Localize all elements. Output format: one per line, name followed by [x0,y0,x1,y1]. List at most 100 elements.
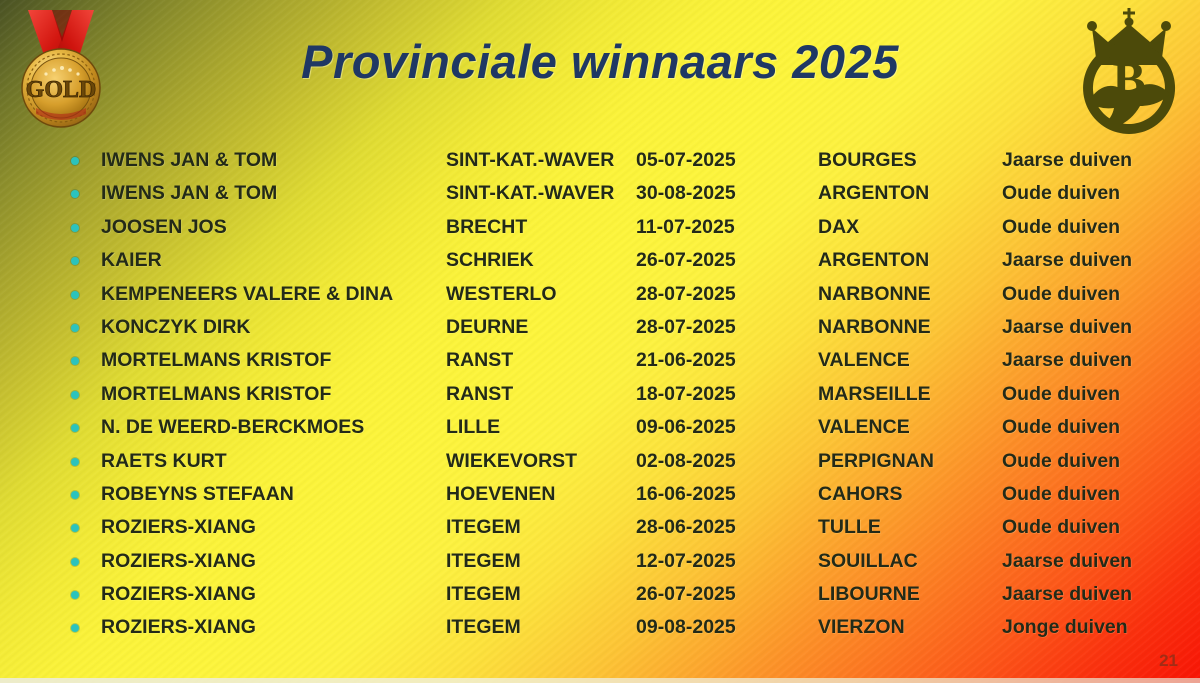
table-row: ROZIERS-XIANG ITEGEM 12-07-2025 SOUILLAC Jaa… [0,545,1200,578]
bullet-icon [71,624,79,633]
slide-bottom-edge [0,678,1200,683]
winner-name: IWENS JAN & TOM [101,182,278,205]
race-name: VIERZON [818,616,905,639]
winner-city: HOEVENEN [446,482,556,505]
bullet-icon [71,457,79,466]
race-name: ARGENTON [818,182,930,205]
winner-city: WIEKEVORST [446,449,578,472]
bullet-icon [71,190,79,199]
winner-city: SINT-KAT.-WAVER [446,149,615,171]
table-row: RAETS KURT WIEKEVORST 02-08-2025 PERPIGNAN O… [0,445,1200,478]
bullet-icon [71,323,79,332]
winner-name: ROZIERS-XIANG [101,516,256,539]
pigeon-category: Oude duiven [1002,215,1121,238]
table-row: MORTELMANS KRISTOF RANST 21-06-2025 VALENCE… [0,344,1200,377]
race-name: NARBONNE [818,282,931,305]
winner-city: BRECHT [446,215,528,238]
race-name: MARSEILLE [818,382,931,405]
winner-city: RANST [446,382,514,405]
table-row: IWENS JAN & TOM SINT-KAT.-WAVER 30-08-2025… [0,177,1200,210]
pigeon-category: Jaarse duiven [1002,249,1133,272]
pigeon-category: Jaarse duiven [1002,583,1133,606]
table-row: N. DE WEERD-BERCKMOES LILLE 09-06-2025 VALE… [0,411,1200,444]
winner-city: SINT-KAT.-WAVER [446,182,615,205]
table-row: JOOSEN JOS BRECHT 11-07-2025 DAX Oude duiven [0,211,1200,244]
winner-city: ITEGEM [446,549,521,572]
pigeon-category: Oude duiven [1002,282,1121,305]
winner-city: LILLE [446,416,501,439]
svg-text:GOLD: GOLD [26,77,97,103]
winner-name: ROZIERS-XIANG [101,583,256,606]
page-title: Provinciale winnaars 2025 [301,35,899,88]
table-row: ROZIERS-XIANG ITEGEM 09-08-2025 VIERZON Jong… [0,611,1200,644]
bullet-icon [71,157,79,165]
winner-city: WESTERLO [446,282,557,305]
pigeon-category: Jaarse duiven [1002,549,1133,572]
winner-name: MORTELMANS KRISTOF [101,382,332,405]
pigeon-category: Jaarse duiven [1002,315,1133,338]
winner-name: KONCZYK DIRK [101,315,251,338]
winner-name: IWENS JAN & TOM [101,149,278,171]
race-date: 28-07-2025 [636,282,736,305]
winner-name: ROZIERS-XIANG [101,616,256,639]
bullet-icon [71,290,79,299]
winner-name: ROZIERS-XIANG [101,549,256,572]
kbdb-federation-logo: B [1066,2,1192,134]
winner-city: ITEGEM [446,516,521,539]
winner-city: RANST [446,349,514,372]
pigeon-category: Oude duiven [1002,182,1121,205]
race-date: 26-07-2025 [636,249,736,272]
race-date: 12-07-2025 [636,549,736,572]
bullet-icon [71,223,79,232]
winner-name: KEMPENEERS VALERE & DINA [101,282,394,305]
table-row: MORTELMANS KRISTOF RANST 18-07-2025 MARSEIL… [0,378,1200,411]
gold-medal-icon: GOLD [6,2,118,130]
bullet-icon [71,424,79,433]
race-name: VALENCE [818,349,910,372]
bullet-icon [71,390,79,399]
pigeon-category: Jonge duiven [1002,616,1128,639]
race-date: 02-08-2025 [636,449,736,472]
race-date: 28-07-2025 [636,315,736,338]
slide-number: 21 [1159,651,1178,670]
table-row: KAIER SCHRIEK 26-07-2025 ARGENTON Jaarse dui… [0,244,1200,277]
table-row: KONCZYK DIRK DEURNE 28-07-2025 NARBONNE Jaar… [0,311,1200,344]
winner-name: RAETS KURT [101,449,227,472]
table-row: ROZIERS-XIANG ITEGEM 28-06-2025 TULLE Oude d… [0,511,1200,544]
race-name: ARGENTON [818,249,930,272]
pigeon-category: Jaarse duiven [1002,349,1133,372]
race-name: DAX [818,215,860,238]
table-row: IWENS JAN & TOM SINT-KAT.-WAVER 05-07-2025… [0,144,1200,177]
race-date: 26-07-2025 [636,583,736,606]
race-name: VALENCE [818,416,910,439]
race-date: 18-07-2025 [636,382,736,405]
bullet-icon [71,591,79,600]
race-date: 16-06-2025 [636,482,736,505]
race-date: 09-06-2025 [636,416,736,439]
race-name: BOURGES [818,149,917,171]
race-date: 05-07-2025 [636,149,736,171]
winner-name: N. DE WEERD-BERCKMOES [101,416,365,439]
pigeon-category: Oude duiven [1002,449,1121,472]
race-date: 09-08-2025 [636,616,736,639]
bullet-icon [71,357,79,366]
race-name: CAHORS [818,482,903,505]
pigeon-category: Oude duiven [1002,382,1121,405]
winner-city: ITEGEM [446,583,521,606]
pigeon-category: Oude duiven [1002,516,1121,539]
winners-table: IWENS JAN & TOM SINT-KAT.-WAVER 05-07-2025… [0,144,1200,645]
winner-city: SCHRIEK [446,249,534,272]
race-name: PERPIGNAN [818,449,934,472]
race-date: 21-06-2025 [636,349,736,372]
race-name: TULLE [818,516,881,539]
pigeon-category: Jaarse duiven [1002,149,1133,171]
pigeon-category: Oude duiven [1002,416,1121,439]
bullet-icon [71,490,79,499]
winner-city: DEURNE [446,315,529,338]
bullet-icon [71,257,79,266]
race-date: 11-07-2025 [636,215,735,238]
race-name: SOUILLAC [818,549,918,572]
winner-name: JOOSEN JOS [101,215,227,238]
race-date: 30-08-2025 [636,182,736,205]
